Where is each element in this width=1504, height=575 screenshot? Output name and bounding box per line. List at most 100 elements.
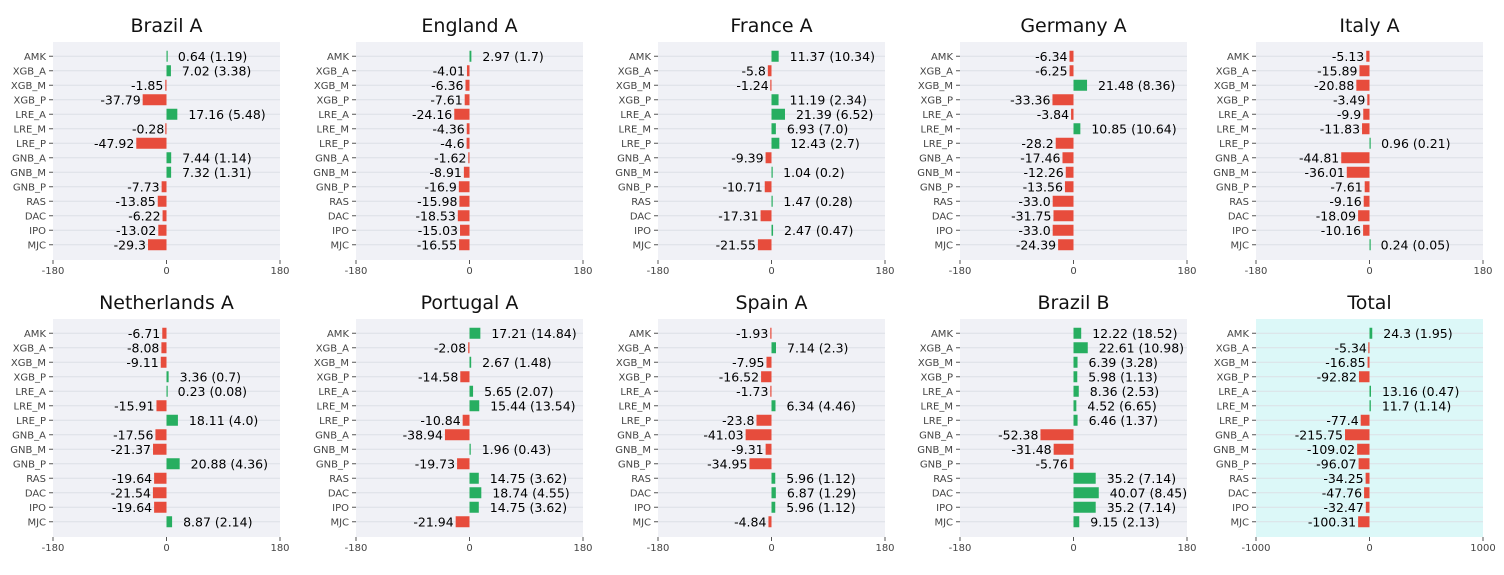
bar — [1073, 123, 1081, 135]
x-tick-label: 180 — [270, 543, 289, 554]
chart-panel: Germany A AMK -6.34 XGB_A -6.25 XGB_M 21.48 (8… — [917, 15, 1196, 277]
bar — [1069, 65, 1074, 77]
bar — [1358, 210, 1370, 222]
data-label: -5.13 — [1332, 49, 1364, 64]
data-label: -36.01 — [1304, 165, 1344, 180]
x-tick-label: -180 — [42, 543, 65, 554]
plot-area — [53, 42, 280, 260]
x-tick-label: 0 — [163, 543, 169, 554]
data-label: 6.46 (1.37) — [1089, 413, 1158, 428]
bar — [1368, 342, 1370, 354]
bar — [166, 458, 180, 470]
data-label: -20.88 — [1314, 78, 1354, 93]
data-label: -13.85 — [115, 194, 155, 209]
bar — [1362, 123, 1370, 135]
bar — [771, 137, 780, 149]
category-label: GNB_M — [313, 168, 349, 179]
category-label: IPO — [29, 503, 46, 514]
bar — [771, 342, 777, 354]
category-label: DAC — [932, 488, 953, 499]
bar — [142, 94, 167, 106]
bar — [468, 152, 470, 164]
bar — [166, 152, 172, 164]
bar — [469, 443, 471, 455]
data-label: -41.03 — [703, 427, 743, 442]
data-label: -1.24 — [736, 78, 768, 93]
category-label: IPO — [1232, 503, 1249, 514]
data-label: 18.11 (4.0) — [189, 413, 258, 428]
category-label: XGB_M — [11, 358, 46, 369]
bar — [771, 166, 773, 178]
category-label: GNB_A — [315, 430, 349, 441]
bar — [1369, 137, 1371, 149]
category-label: LRE_A — [922, 110, 953, 121]
bar — [771, 501, 776, 513]
data-label: 8.87 (2.14) — [183, 514, 252, 529]
category-label: MJC — [632, 517, 651, 528]
data-label: -34.25 — [1323, 471, 1363, 486]
x-tick-label: 180 — [573, 543, 592, 554]
data-label: -16.85 — [1325, 355, 1365, 370]
data-label: 12.43 (2.7) — [790, 136, 859, 151]
bar — [166, 414, 178, 426]
bar — [160, 356, 167, 368]
chart-title: France A — [730, 15, 812, 37]
data-label: -6.34 — [1035, 49, 1067, 64]
data-label: -10.84 — [420, 413, 460, 428]
category-label: LRE_A — [922, 387, 953, 398]
category-label: RAS — [329, 197, 349, 208]
data-label: 0.96 (0.21) — [1381, 136, 1450, 151]
category-label: GNB_A — [12, 430, 46, 441]
data-label: 3.36 (0.7) — [180, 369, 241, 384]
category-label: GNB_A — [12, 153, 46, 164]
category-label: AMK — [1227, 52, 1249, 63]
data-label: 7.32 (1.31) — [182, 165, 251, 180]
category-label: GNB_P — [920, 182, 953, 193]
category-label: RAS — [26, 197, 46, 208]
bar — [460, 224, 470, 236]
x-tick-label: -180 — [949, 543, 972, 554]
category-label: XGB_A — [1216, 66, 1249, 77]
data-label: 2.67 (1.48) — [482, 355, 551, 370]
data-label: -5.76 — [1036, 456, 1068, 471]
data-label: 5.96 (1.12) — [786, 500, 855, 515]
bar — [1369, 385, 1371, 397]
bar — [1358, 458, 1370, 470]
x-tick-label: 0 — [1366, 543, 1372, 554]
data-label: 1.04 (0.2) — [783, 165, 844, 180]
category-label: GNB_P — [618, 459, 651, 470]
bar — [1358, 516, 1370, 528]
bar — [1367, 94, 1370, 106]
category-label: XGB_P — [619, 95, 652, 106]
category-label: DAC — [25, 488, 46, 499]
x-tick-label: -180 — [1245, 266, 1268, 277]
bar — [771, 108, 785, 120]
category-label: MJC — [27, 240, 46, 251]
bar — [1073, 472, 1096, 484]
x-tick-label: 180 — [270, 266, 289, 277]
data-label: -28.2 — [1021, 136, 1053, 151]
bar — [771, 94, 779, 106]
data-label: 24.3 (1.95) — [1383, 326, 1452, 341]
category-label: GNB_A — [1215, 430, 1249, 441]
data-label: 4.52 (6.65) — [1087, 398, 1156, 413]
category-label: AMK — [327, 52, 349, 63]
plot-area — [658, 42, 885, 260]
data-label: 17.16 (5.48) — [188, 107, 265, 122]
data-label: -17.46 — [1020, 150, 1060, 165]
data-label: 9.15 (2.13) — [1090, 514, 1159, 529]
data-label: 0.24 (0.05) — [1381, 237, 1450, 252]
bar — [1071, 108, 1074, 120]
data-label: -3.84 — [1037, 107, 1069, 122]
category-label: LRE_M — [14, 124, 46, 135]
chart-panel: England A AMK 2.97 (1.7) XGB_A -4.01 XGB_M -6.… — [313, 15, 592, 277]
category-label: XGB_M — [616, 358, 651, 369]
data-label: -1.73 — [736, 384, 768, 399]
bar — [1367, 356, 1370, 368]
category-label: XGB_P — [317, 95, 350, 106]
data-label: -21.54 — [111, 485, 151, 500]
category-label: AMK — [931, 329, 953, 340]
data-label: 6.34 (4.46) — [786, 398, 855, 413]
bar — [1363, 195, 1370, 207]
bar — [771, 195, 773, 207]
